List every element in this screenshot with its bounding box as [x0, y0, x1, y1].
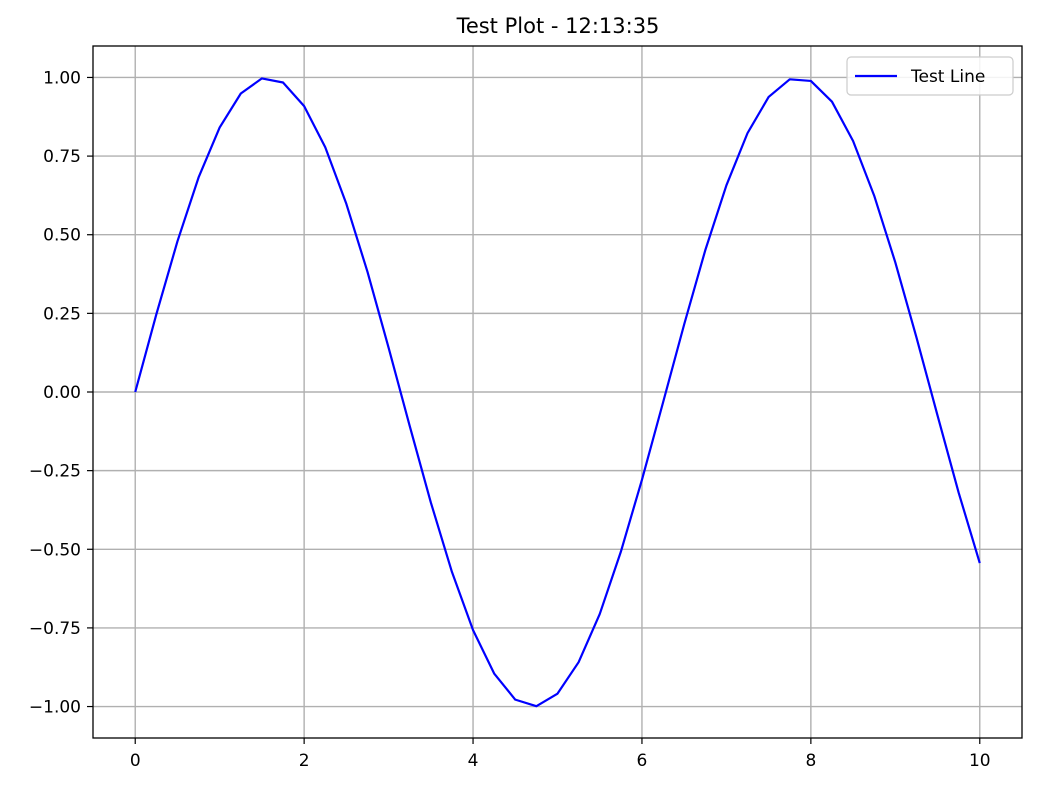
- x-tick-label: 6: [637, 751, 648, 771]
- y-tick-label: 0.25: [43, 304, 81, 324]
- legend-label: Test Line: [910, 67, 985, 87]
- y-tick-label: −0.25: [29, 462, 81, 482]
- y-tick-label: 0.00: [43, 383, 81, 403]
- chart-title: Test Plot - 12:13:35: [456, 14, 660, 38]
- y-tick-label: 0.75: [43, 147, 81, 167]
- y-tick-label: −1.00: [29, 698, 81, 718]
- legend-box: [846, 56, 1014, 96]
- plot-area: 0 2 4 6 8 10 1.00 0.75 0.50 0.25 0.00 −0.25 −0.50 −0.…: [29, 45, 1023, 771]
- y-tick-label: −0.50: [29, 540, 81, 560]
- x-tick-label: 2: [299, 751, 310, 771]
- y-tick-label: 0.50: [43, 226, 81, 246]
- y-tick-label: −0.75: [29, 619, 81, 639]
- x-tick-label: 0: [130, 751, 141, 771]
- x-tick-label: 10: [969, 751, 991, 771]
- y-tick-label: 1.00: [43, 68, 81, 88]
- series-line-0: [134, 77, 981, 708]
- x-tick-label: 8: [805, 751, 816, 771]
- x-tick-label: 4: [468, 751, 479, 771]
